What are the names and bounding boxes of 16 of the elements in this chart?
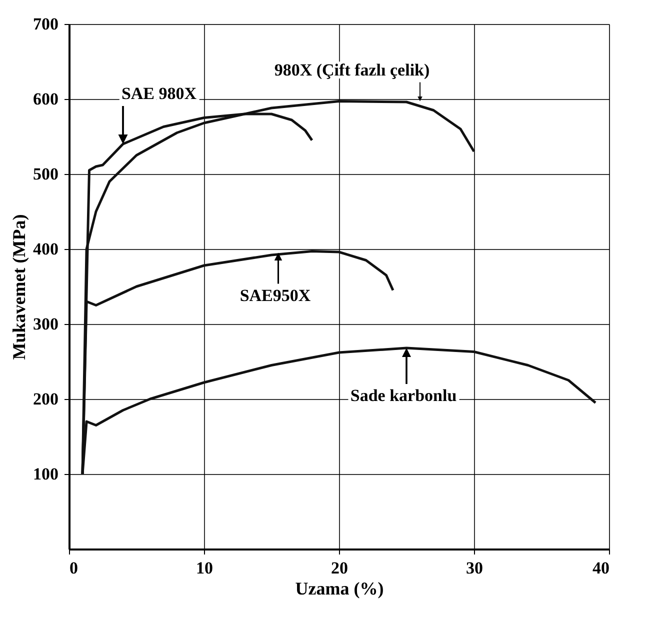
annotation: SAE 980X [121, 84, 198, 103]
y-tick-label: 300 [33, 314, 58, 334]
x-tick-label: 40 [592, 558, 610, 578]
x-tick-label: 10 [196, 558, 213, 578]
x-tick-label: 0 [70, 558, 78, 578]
x-axis-title: Uzama (%) [295, 578, 384, 598]
x-tick-label: 20 [331, 558, 348, 578]
annotation: SAE950X [240, 286, 312, 305]
y-tick-label: 400 [33, 240, 58, 258]
x-tick-label: 30 [466, 558, 483, 578]
y-tick-label: 600 [33, 90, 58, 108]
y-axis-title: Mukavemet (MPa) [9, 214, 29, 360]
y-tick-label: 700 [33, 14, 58, 34]
y-tick-label: 200 [33, 390, 58, 408]
y-tick-label: 500 [33, 164, 58, 184]
y-tick-label: 100 [33, 464, 58, 484]
